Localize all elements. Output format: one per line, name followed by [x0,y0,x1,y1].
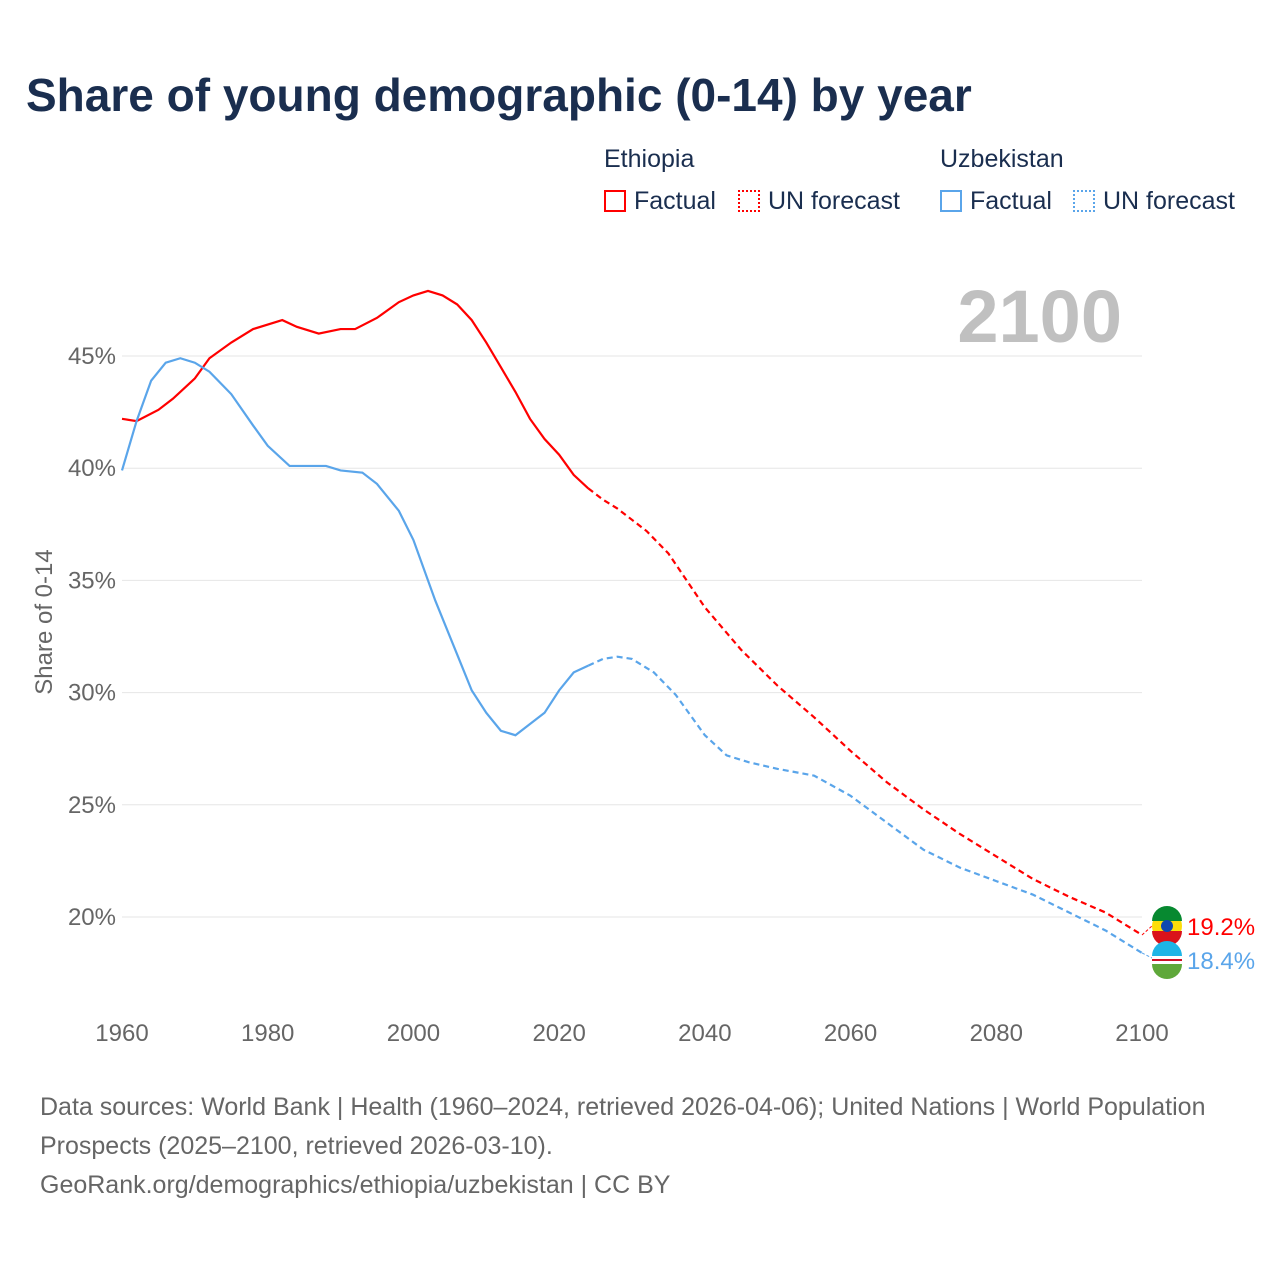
x-tick-label: 2060 [824,1020,877,1047]
chart-title: Share of young demographic (0-14) by yea… [26,69,972,121]
series-line-ethiopia-forecast [587,487,1143,936]
flag-ethiopia-stripe [1152,931,1182,946]
legend-label: UN forecast [768,187,900,215]
flag-uzbekistan-stripe [1152,964,1182,979]
legend-swatch [604,190,626,212]
y-tick-label: 25% [68,792,116,819]
series-line-ethiopia-factual [121,289,590,490]
legend-uzbekistan-forecast[interactable]: UN forecast [1073,187,1235,216]
legend-label: Factual [970,187,1052,215]
flag-uzbekistan-stripe [1152,959,1182,961]
legend-label: Factual [634,187,716,215]
y-tick-label: 20% [68,904,116,931]
flag-ethiopia-emblem [1161,920,1173,932]
y-axis-label: Share of 0-14 [31,549,58,694]
x-tick-label: 1960 [95,1020,148,1047]
y-tick-label: 40% [68,455,116,482]
source-note: Data sources: World Bank | Health (1960–… [40,1088,1220,1205]
year-label: 2100 [957,275,1122,358]
x-tick-label: 1980 [241,1020,294,1047]
y-tick-label: 35% [68,567,116,594]
source-line-1: Data sources: World Bank | Health (1960–… [40,1093,1206,1160]
flag-uzbekistan-stripe [1152,941,1182,956]
source-line-2[interactable]: GeoRank.org/demographics/ethiopia/uzbeki… [40,1171,671,1199]
legend-group-ethiopia: Ethiopia [604,145,695,173]
legend-ethiopia-factual[interactable]: Factual [604,187,716,216]
end-value-label-uzbekistan: 18.4% [1187,948,1255,975]
legend-uzbekistan-factual[interactable]: Factual [940,187,1052,216]
series-line-uzbekistan-forecast [587,655,1143,954]
x-tick-label: 2080 [970,1020,1023,1047]
x-tick-label: 2100 [1115,1020,1168,1047]
x-tick-label: 2020 [532,1020,585,1047]
legend-swatch [940,190,962,212]
leader-line [1141,952,1153,959]
end-value-label-ethiopia: 19.2% [1187,914,1255,941]
x-tick-label: 2000 [387,1020,440,1047]
flag-ethiopia-stripe [1152,906,1182,921]
series-line-uzbekistan-factual [120,357,589,737]
legend-swatch [1073,190,1095,212]
y-tick-label: 45% [68,343,116,370]
y-tick-label: 30% [68,680,116,707]
x-tick-label: 2040 [678,1020,731,1047]
legend-label: UN forecast [1103,187,1235,215]
legend-group-uzbekistan: Uzbekistan [940,145,1064,173]
legend-ethiopia-forecast[interactable]: UN forecast [738,187,900,216]
leader-line [1141,925,1153,936]
legend-swatch [738,190,760,212]
